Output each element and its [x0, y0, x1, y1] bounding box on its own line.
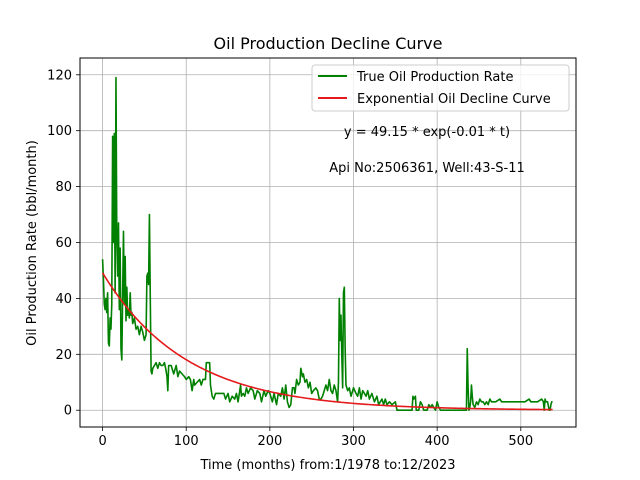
y-tick-label: 120 [47, 68, 72, 83]
legend-label-true-rate: True Oil Production Rate [356, 70, 513, 85]
x-tick-label: 0 [98, 434, 106, 449]
y-tick-label: 80 [55, 180, 72, 195]
y-tick-label: 100 [47, 124, 72, 139]
x-tick-label: 400 [425, 434, 450, 449]
legend-label-decline-curve: Exponential Oil Decline Curve [357, 92, 551, 107]
y-tick-label: 40 [55, 292, 72, 307]
plot-series [101, 76, 553, 412]
equation-annotation: y = 49.15 * exp(-0.01 * t) [344, 125, 510, 140]
legend: True Oil Production Rate Exponential Oil… [311, 64, 570, 112]
chart-title: Oil Production Decline Curve [214, 34, 443, 53]
y-tick-label: 0 [64, 404, 72, 419]
y-axis-ticks: 0 20 40 60 80 100 120 [47, 68, 80, 419]
well-annotation: Api No:2506361, Well:43-S-11 [329, 161, 525, 176]
series-line-decline-curve [101, 272, 553, 411]
legend-box [311, 64, 570, 112]
grid-lines [80, 58, 576, 427]
x-axis-ticks: 0 100 200 300 400 500 [98, 427, 533, 449]
y-tick-label: 60 [55, 236, 72, 251]
x-tick-label: 200 [257, 434, 282, 449]
x-tick-label: 500 [508, 434, 533, 449]
y-axis-label: Oil Production Rate (bbl/month) [25, 140, 40, 346]
y-tick-label: 20 [55, 348, 72, 363]
x-tick-label: 300 [341, 434, 366, 449]
series-line-true-rate [101, 76, 553, 412]
x-tick-label: 100 [174, 434, 199, 449]
x-axis-label: Time (months) from:1/1978 to:12/2023 [199, 458, 455, 473]
